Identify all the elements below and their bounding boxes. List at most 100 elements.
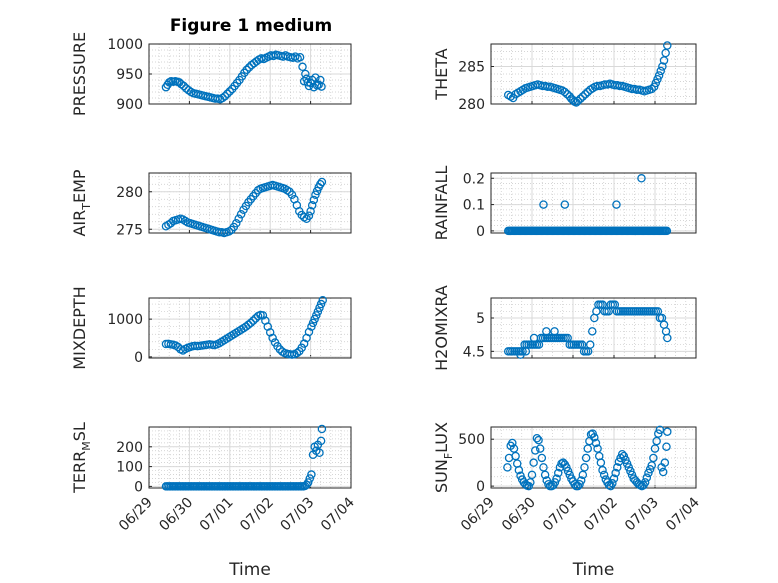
- data-point: [316, 179, 325, 189]
- data-point: [529, 333, 539, 343]
- data-point: [244, 320, 253, 330]
- data-point: [534, 435, 543, 445]
- subplot-4: 0 0.1 0.2 RAINFALL: [432, 166, 697, 241]
- data-point: [313, 307, 323, 316]
- data-point: [576, 476, 586, 485]
- data-point: [540, 470, 550, 480]
- data-point: [576, 94, 585, 104]
- data-point: [316, 436, 326, 446]
- y-axis-label: AIRTEMP: [70, 169, 93, 236]
- x-axis-label: Time: [228, 560, 271, 580]
- data-point: [295, 52, 305, 62]
- y-tick-label: 100: [116, 460, 143, 476]
- y-tick-label: 0: [134, 350, 143, 366]
- data-point: [649, 453, 658, 463]
- x-tick-label: 07/01: [197, 495, 237, 535]
- y-tick-label: 0.1: [463, 198, 485, 214]
- data-point: [660, 458, 670, 467]
- data-point: [532, 434, 542, 443]
- y-tick-label: 0: [476, 224, 485, 240]
- axes-frame: [490, 43, 697, 105]
- data-point: [317, 177, 327, 187]
- data-point: [307, 470, 316, 479]
- x-tick-label: 07/04: [663, 494, 703, 534]
- y-tick-label: 275: [116, 222, 143, 238]
- data-point: [236, 209, 246, 219]
- data-point: [246, 318, 256, 328]
- data-point: [581, 453, 591, 463]
- y-tick-label: 200: [116, 440, 143, 456]
- data-point: [292, 348, 302, 358]
- y-tick-label: 280: [116, 185, 143, 201]
- y-tick-label: 1000: [107, 312, 143, 328]
- y-tick-label: 950: [116, 67, 143, 83]
- y-axis-label: THETA: [432, 48, 451, 100]
- data-point: [611, 468, 620, 478]
- data-point: [304, 211, 314, 220]
- data-point: [663, 333, 672, 343]
- x-tick-label: 07/01: [540, 495, 580, 535]
- y-tick-label: 5: [476, 311, 485, 327]
- y-axis-label: RAINFALL: [432, 166, 451, 241]
- data-point: [609, 474, 619, 483]
- data-point: [317, 424, 327, 434]
- y-axis-label: PRESSURE: [70, 32, 89, 116]
- data-point: [223, 89, 232, 99]
- subplot-3: 275 280 AIRTEMP: [70, 169, 352, 238]
- data-point: [514, 465, 524, 475]
- marker-group: [161, 177, 327, 238]
- subplot-2: 280 285 THETA: [432, 41, 697, 113]
- data-point: [550, 327, 559, 336]
- axes-frame: [490, 297, 697, 359]
- data-point: [642, 473, 652, 482]
- x-tick-label: 07/03: [622, 495, 662, 535]
- data-point: [527, 470, 537, 480]
- data-point: [640, 478, 650, 487]
- y-tick-label: 900: [116, 97, 143, 113]
- y-tick-label: 4.5: [463, 344, 485, 360]
- data-point: [244, 63, 254, 72]
- data-point: [312, 311, 321, 320]
- data-point: [535, 444, 545, 453]
- data-point: [658, 62, 667, 71]
- x-tick-label: 07/03: [278, 495, 318, 535]
- data-point: [599, 470, 609, 480]
- data-point: [297, 343, 306, 353]
- data-point: [316, 299, 326, 309]
- data-point: [317, 82, 326, 91]
- y-tick-label: 0.2: [463, 171, 485, 187]
- data-point: [663, 41, 672, 50]
- axes-frame: [148, 43, 352, 105]
- data-point: [662, 226, 672, 236]
- data-point: [508, 438, 517, 448]
- data-point: [529, 458, 538, 467]
- x-tick-label: 07/02: [237, 495, 277, 535]
- data-point: [585, 340, 595, 349]
- data-point: [309, 195, 319, 205]
- data-point: [654, 71, 664, 80]
- y-tick-label: 280: [458, 97, 485, 113]
- marker-group: [503, 41, 672, 107]
- y-axis-label: TERRMSL: [70, 422, 93, 494]
- data-point: [308, 318, 318, 328]
- data-point: [573, 96, 583, 106]
- data-point: [301, 69, 310, 79]
- subplot-7: 06/29 06/30 07/01 07/02 07/03 07/04 0 100 200 TER…: [70, 422, 358, 580]
- data-point: [311, 73, 320, 82]
- data-point: [521, 347, 531, 356]
- data-point: [637, 174, 646, 183]
- data-point: [303, 478, 313, 487]
- marker-group: [503, 174, 672, 236]
- data-point: [612, 200, 621, 209]
- subplot-1: 900 950 1000 PRESSURE: [70, 32, 352, 116]
- data-point: [608, 479, 617, 488]
- subplot-5: 0 1000 MIXDEPTH: [70, 286, 352, 370]
- data-point: [647, 84, 656, 94]
- data-point: [220, 91, 230, 101]
- marker-group: [503, 300, 672, 359]
- data-point: [580, 463, 589, 472]
- data-point: [663, 427, 672, 436]
- data-point: [590, 433, 599, 442]
- data-point: [290, 52, 300, 61]
- data-point: [591, 438, 601, 448]
